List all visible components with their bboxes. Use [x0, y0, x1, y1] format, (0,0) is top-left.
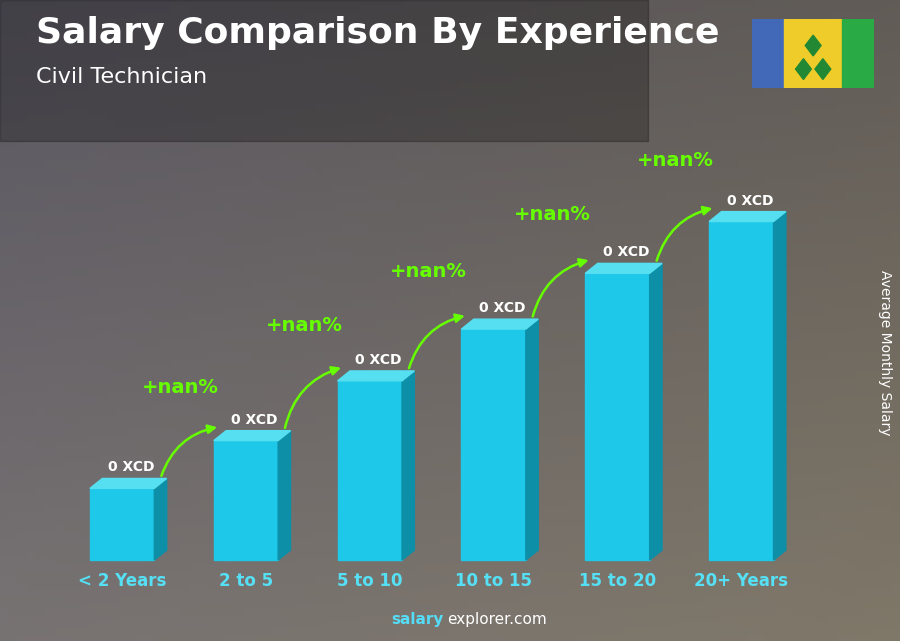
Polygon shape	[90, 478, 166, 488]
Bar	[462, 329, 526, 560]
Polygon shape	[796, 59, 811, 79]
Polygon shape	[154, 478, 166, 560]
Polygon shape	[462, 319, 538, 329]
Text: 0 XCD: 0 XCD	[107, 460, 154, 474]
Bar	[214, 440, 278, 560]
Text: 0 XCD: 0 XCD	[603, 246, 650, 260]
Bar	[752, 19, 784, 88]
FancyArrowPatch shape	[161, 426, 214, 476]
Text: salary: salary	[392, 612, 444, 627]
Text: Civil Technician: Civil Technician	[36, 67, 207, 87]
Polygon shape	[214, 431, 291, 440]
FancyArrowPatch shape	[409, 315, 463, 368]
Text: 0 XCD: 0 XCD	[231, 413, 278, 427]
Bar	[585, 273, 650, 560]
Polygon shape	[585, 263, 662, 273]
Bar	[0, 0, 648, 141]
Polygon shape	[650, 263, 662, 560]
Polygon shape	[806, 35, 821, 56]
Polygon shape	[338, 371, 414, 381]
Polygon shape	[278, 431, 291, 560]
Polygon shape	[709, 212, 786, 222]
Text: +nan%: +nan%	[637, 151, 714, 170]
Polygon shape	[402, 371, 414, 560]
Bar	[842, 19, 874, 88]
Text: Salary Comparison By Experience: Salary Comparison By Experience	[36, 16, 719, 50]
FancyArrowPatch shape	[657, 207, 710, 261]
Text: +nan%: +nan%	[390, 262, 466, 281]
Bar	[709, 222, 773, 560]
Bar	[90, 488, 154, 560]
Polygon shape	[773, 212, 786, 560]
Polygon shape	[526, 319, 538, 560]
FancyArrowPatch shape	[285, 367, 338, 428]
Bar	[784, 19, 842, 88]
Text: 0 XCD: 0 XCD	[356, 353, 401, 367]
Polygon shape	[815, 59, 831, 79]
Text: +nan%: +nan%	[266, 316, 343, 335]
Text: Average Monthly Salary: Average Monthly Salary	[878, 270, 892, 435]
Text: 0 XCD: 0 XCD	[479, 301, 526, 315]
FancyArrowPatch shape	[533, 260, 586, 317]
Text: +nan%: +nan%	[142, 378, 219, 397]
Text: +nan%: +nan%	[513, 204, 590, 224]
Text: 0 XCD: 0 XCD	[726, 194, 773, 208]
Bar	[338, 381, 402, 560]
Text: explorer.com: explorer.com	[447, 612, 547, 627]
